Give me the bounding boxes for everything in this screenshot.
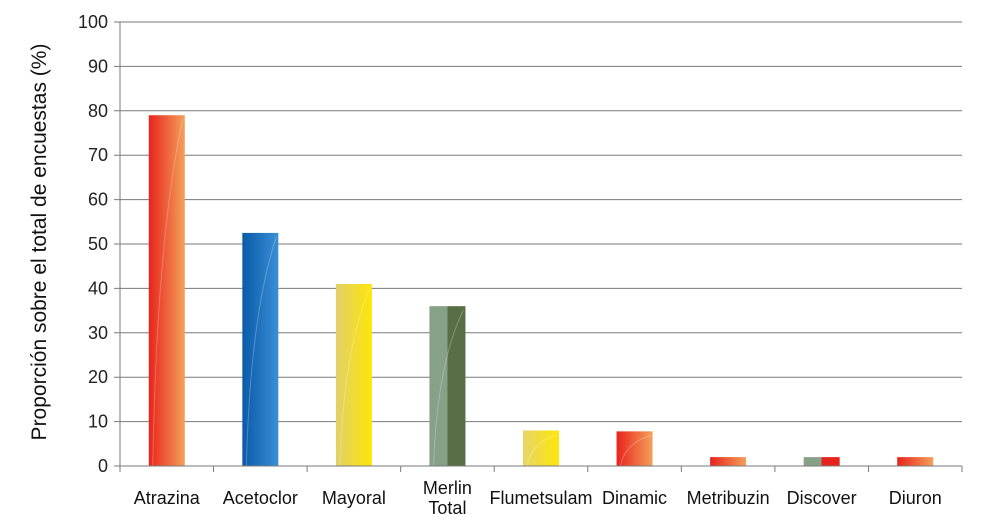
bar-highlight xyxy=(152,119,184,467)
y-tick-label: 70 xyxy=(88,145,108,165)
y-tick-label: 80 xyxy=(88,101,108,121)
x-tick-label: Dinamic xyxy=(602,488,667,508)
bar-highlight xyxy=(526,434,558,467)
bar-highlight xyxy=(245,236,277,467)
y-tick-label: 60 xyxy=(88,190,108,210)
bar xyxy=(148,115,185,467)
bar-highlight xyxy=(620,434,651,467)
x-tick-label: Metribuzin xyxy=(687,488,770,508)
y-tick-label: 0 xyxy=(98,456,108,476)
bar-highlight xyxy=(339,287,371,467)
y-axis-title: Proporción sobre el total de encuestas (… xyxy=(28,44,51,441)
y-tick-label: 50 xyxy=(88,234,108,254)
x-tick-label: Diuron xyxy=(889,488,942,508)
x-axis xyxy=(119,22,963,472)
y-tick-label: 10 xyxy=(88,412,108,432)
x-tick-label: Flumetsulam xyxy=(489,488,592,508)
bar xyxy=(335,283,372,466)
bar xyxy=(616,431,653,466)
x-tick-label: Merlin Total xyxy=(423,478,472,518)
bars xyxy=(148,115,934,467)
x-tick-label: Mayoral xyxy=(322,488,386,508)
y-tick-label: 90 xyxy=(88,56,108,76)
bar-highlight xyxy=(432,309,464,467)
y-tick-label: 20 xyxy=(88,367,108,387)
bar xyxy=(710,457,747,466)
bar xyxy=(803,457,840,466)
bar xyxy=(429,306,466,466)
gridlines xyxy=(114,21,962,467)
x-axis-labels: Atrazina Acetoclor Mayoral Merlin Total Flume… xyxy=(134,478,942,518)
bar xyxy=(523,430,559,466)
bar xyxy=(897,457,934,466)
x-tick-label: Atrazina xyxy=(134,488,201,508)
x-tick-label: Discover xyxy=(787,488,857,508)
y-tick-label: 30 xyxy=(88,323,108,343)
y-axis-ticks: 0 10 20 30 40 50 60 70 80 90 100 xyxy=(78,12,108,476)
y-tick-label: 100 xyxy=(78,12,108,32)
y-tick-label: 40 xyxy=(88,278,108,298)
bar xyxy=(242,232,279,466)
x-tick-label: Acetoclor xyxy=(223,488,298,508)
